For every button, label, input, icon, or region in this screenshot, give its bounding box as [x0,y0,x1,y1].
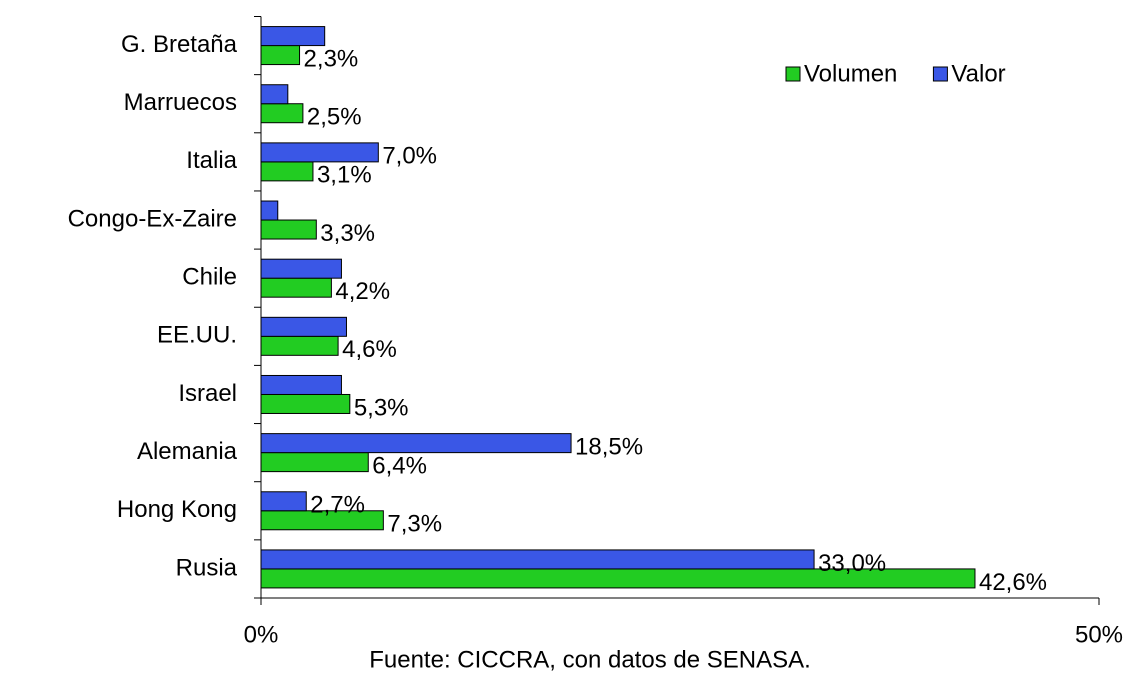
data-label: 4,2% [335,278,390,305]
bar [260,258,342,279]
y-tick-label: Rusia [176,554,238,581]
data-label: 33,0% [818,550,886,577]
y-tick-label: G. Bretaña [121,31,238,58]
data-label: 42,6% [979,569,1047,596]
bar [260,219,317,240]
data-label: 2,3% [304,45,359,72]
bar [260,393,351,414]
y-tick-label: Alemania [137,438,238,465]
legend-label: Valor [951,60,1005,87]
bar [260,452,369,473]
legend-label: Volumen [804,60,897,87]
bar [260,510,384,531]
source-note: Fuente: CICCRA, con datos de SENASA. [369,646,811,673]
legend-swatch [932,66,948,82]
bar [260,45,301,66]
bar [260,26,326,47]
data-label: 2,7% [310,492,365,519]
data-label: 2,5% [307,104,362,131]
bar [260,374,342,395]
data-label: 3,3% [320,220,375,247]
x-tick-label: 0% [244,621,279,648]
y-tick-label: Israel [178,380,237,407]
legend-swatch [785,66,801,82]
bar [260,200,279,221]
bar [260,161,314,182]
x-tick-label: 50% [1075,621,1123,648]
data-label: 18,5% [575,433,643,460]
data-label: 7,0% [382,143,437,170]
data-label: 4,6% [342,336,397,363]
bar [260,549,815,570]
bar [260,142,379,163]
data-label: 7,3% [387,511,442,538]
bar [260,84,289,105]
bar [260,491,307,512]
data-label: 3,1% [317,162,372,189]
bar [260,277,332,298]
y-tick-label: EE.UU. [157,322,237,349]
y-tick-label: Marruecos [124,89,237,116]
y-tick-label: Congo-Ex-Zaire [68,205,237,232]
bar [260,335,339,356]
y-tick-label: Chile [182,264,237,291]
y-tick-label: Italia [186,147,237,174]
data-label: 6,4% [372,452,427,479]
y-tick-label: Hong Kong [117,496,237,523]
data-label: 5,3% [354,394,409,421]
bar [260,316,347,337]
bar [260,433,572,454]
bar [260,103,304,124]
